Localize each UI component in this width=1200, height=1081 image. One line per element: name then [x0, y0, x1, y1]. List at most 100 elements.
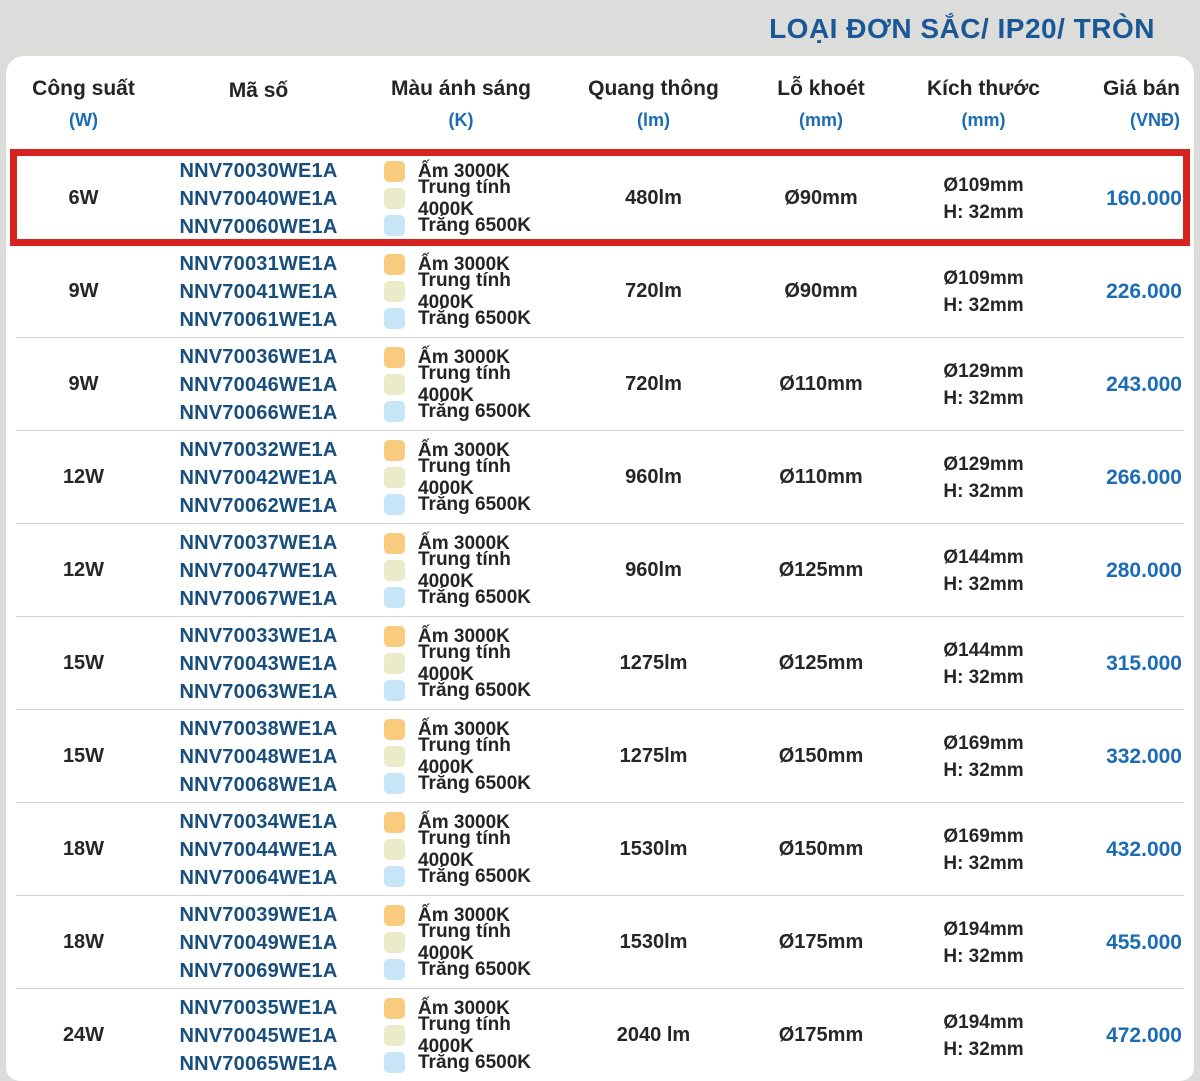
light-color-cell: Ấm 3000K Trung tính 4000K Trắng 6500K: [356, 437, 566, 518]
light-color-option: Ấm 3000K: [384, 158, 566, 185]
size-cell: Ø194mm H: 32mm: [901, 916, 1066, 970]
column-header: Quang thông (lm): [566, 77, 741, 131]
codes-cell: NNV70039WE1A NNV70049WE1A NNV70069WE1A: [161, 901, 356, 985]
light-color-label: Ấm 3000K: [418, 439, 510, 461]
cool-color-swatch-icon: [384, 215, 405, 236]
codes-cell: NNV70036WE1A NNV70046WE1A NNV70066WE1A: [161, 343, 356, 427]
light-color-label: Trung tính 4000K: [418, 641, 511, 685]
dimension-line: H: 32mm: [943, 1038, 1024, 1060]
dimension-block: Ø109mm H: 32mm: [943, 265, 1023, 319]
table-row: 18W NNV70034WE1A NNV70044WE1A NNV70064WE1A…: [6, 803, 1194, 896]
cool-color-swatch-icon: [384, 494, 405, 515]
product-code: NNV70043WE1A: [179, 652, 338, 675]
dimension-block: Ø169mm H: 32mm: [943, 730, 1023, 784]
light-color-option: Trắng 6500K: [384, 491, 566, 518]
column-unit: (lm): [637, 110, 670, 130]
neutral-color-swatch-icon: [384, 560, 405, 581]
dimension-line: Ø109mm: [943, 174, 1024, 196]
dimension-line: Ø144mm: [943, 546, 1024, 568]
product-code: NNV70064WE1A: [179, 866, 338, 889]
power-cell: 6W: [68, 187, 99, 209]
dimension-line: Ø109mm: [943, 267, 1024, 289]
dimension-block: Ø144mm H: 32mm: [943, 637, 1023, 691]
product-code: NNV70031WE1A: [179, 252, 338, 275]
column-label: Giá bán: [1102, 77, 1180, 100]
power-cell: 9W: [68, 280, 99, 302]
price-cell: 280.000: [1106, 558, 1182, 582]
light-color-option: Trắng 6500K: [384, 212, 566, 239]
product-code: NNV70066WE1A: [179, 401, 338, 424]
size-cell: Ø109mm H: 32mm: [901, 172, 1066, 226]
light-color-label: Trung tính 4000K: [418, 734, 511, 778]
neutral-color-swatch-icon: [384, 932, 405, 953]
light-color-option: Ấm 3000K: [384, 716, 566, 743]
lumen-cell: 1275lm: [619, 652, 688, 674]
light-color-option: Trung tính 4000K: [384, 642, 566, 685]
codes-cell: NNV70033WE1A NNV70043WE1A NNV70063WE1A: [161, 622, 356, 706]
table-body: 6W NNV70030WE1A NNV70040WE1A NNV70060WE1A …: [6, 149, 1194, 1081]
warm-color-swatch-icon: [384, 998, 405, 1019]
page-header: LOẠI ĐƠN SẮC/ IP20/ TRÒN: [0, 0, 1200, 58]
dimension-line: Ø169mm: [943, 825, 1024, 847]
column-unit: (K): [448, 110, 474, 130]
dimension-line: H: 32mm: [943, 945, 1024, 967]
cutout-cell: Ø110mm: [779, 466, 863, 488]
light-color-option: Trung tính 4000K: [384, 549, 566, 592]
price-cell: 432.000: [1106, 837, 1182, 861]
light-color-label: Trung tính 4000K: [418, 827, 511, 871]
codes-cell: NNV70038WE1A NNV70048WE1A NNV70068WE1A: [161, 715, 356, 799]
light-color-label: Trắng 6500K: [418, 400, 531, 422]
dimension-line: H: 32mm: [943, 201, 1024, 223]
light-color-option: Ấm 3000K: [384, 530, 566, 557]
neutral-color-swatch-icon: [384, 839, 405, 860]
product-code: NNV70069WE1A: [179, 959, 338, 982]
cutout-cell: Ø90mm: [784, 187, 858, 209]
price-cell: 472.000: [1106, 1023, 1182, 1047]
dimension-block: Ø194mm H: 32mm: [943, 916, 1023, 970]
size-cell: Ø144mm H: 32mm: [901, 544, 1066, 598]
product-code: NNV70062WE1A: [179, 494, 338, 517]
size-cell: Ø169mm H: 32mm: [901, 823, 1066, 877]
dimension-line: Ø129mm: [943, 360, 1024, 382]
power-cell: 12W: [62, 559, 105, 581]
light-color-option: Trắng 6500K: [384, 677, 566, 704]
table-row: 9W NNV70031WE1A NNV70041WE1A NNV70061WE1A …: [6, 245, 1194, 338]
light-color-option: Trung tính 4000K: [384, 363, 566, 406]
light-color-option: Trắng 6500K: [384, 1049, 566, 1076]
price-cell: 455.000: [1106, 930, 1182, 954]
light-color-label: Ấm 3000K: [418, 625, 510, 647]
lumen-cell: 1530lm: [619, 931, 688, 953]
column-header: Giá bán (VNĐ): [1066, 77, 1194, 131]
light-color-label: Trắng 6500K: [418, 865, 531, 887]
lumen-cell: 720lm: [625, 280, 682, 302]
cool-color-swatch-icon: [384, 680, 405, 701]
neutral-color-swatch-icon: [384, 746, 405, 767]
product-code: NNV70049WE1A: [179, 931, 338, 954]
product-code: NNV70061WE1A: [179, 308, 338, 331]
product-code: NNV70036WE1A: [179, 345, 338, 368]
light-color-option: Trung tính 4000K: [384, 828, 566, 871]
light-color-label: Trắng 6500K: [418, 586, 531, 608]
column-unit: (VNĐ): [1130, 110, 1180, 130]
price-cell: 332.000: [1106, 744, 1182, 768]
lumen-cell: 1530lm: [619, 838, 688, 860]
product-code: NNV70048WE1A: [179, 745, 338, 768]
power-cell: 24W: [62, 1024, 105, 1046]
lumen-cell: 720lm: [625, 373, 682, 395]
light-color-label: Ấm 3000K: [418, 346, 510, 368]
product-code: NNV70032WE1A: [179, 438, 338, 461]
product-code: NNV70040WE1A: [179, 187, 338, 210]
product-table-card: Công suất (W) Mã số Màu ánh sáng (K) Qua…: [6, 56, 1194, 1081]
page-title: LOẠI ĐƠN SẮC/ IP20/ TRÒN: [769, 13, 1155, 44]
column-unit: (mm): [961, 110, 1006, 130]
light-color-label: Trắng 6500K: [418, 958, 531, 980]
product-code: NNV70033WE1A: [179, 624, 338, 647]
price-cell: 315.000: [1106, 651, 1182, 675]
light-color-option: Trắng 6500K: [384, 863, 566, 890]
light-color-label: Trung tính 4000K: [418, 548, 511, 592]
cutout-cell: Ø125mm: [778, 559, 864, 581]
power-cell: 9W: [68, 373, 99, 395]
light-color-cell: Ấm 3000K Trung tính 4000K Trắng 6500K: [356, 995, 566, 1076]
neutral-color-swatch-icon: [384, 653, 405, 674]
light-color-label: Ấm 3000K: [418, 718, 510, 740]
